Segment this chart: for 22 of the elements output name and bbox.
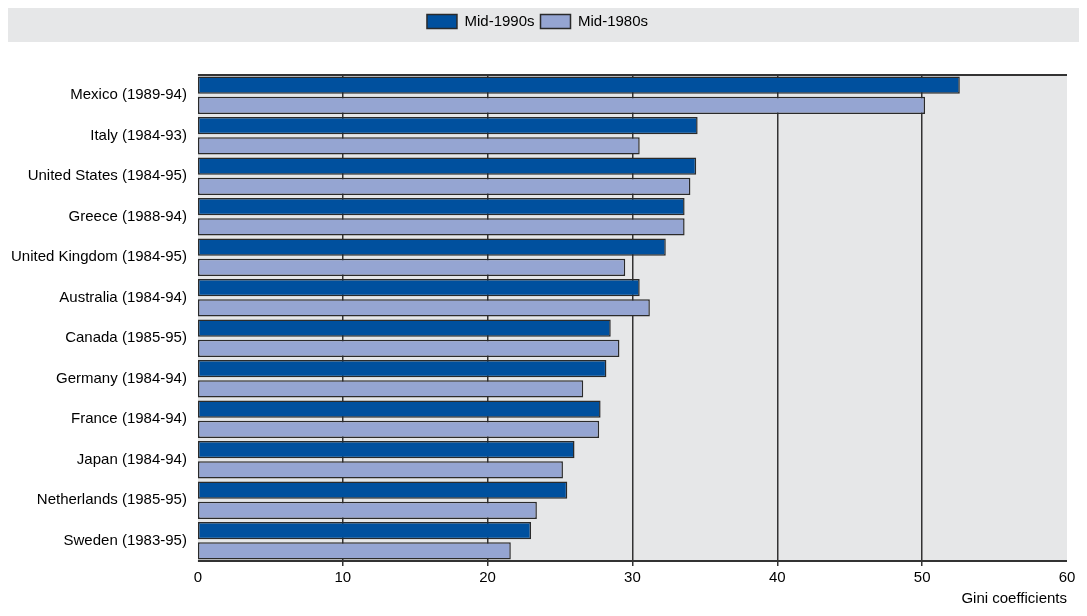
x-tick-label: 20 <box>479 568 496 586</box>
x-tick-label: 30 <box>624 568 641 586</box>
y-tick-label: Australia (1984-94) <box>59 287 187 305</box>
y-tick-label: France (1984-94) <box>71 409 187 427</box>
legend-label: Mid-1980s <box>578 11 649 29</box>
x-tick-label: 40 <box>768 568 786 586</box>
x-tick-label: 60 <box>1058 568 1076 586</box>
y-tick-label: Sweden (1983-95) <box>63 530 187 548</box>
y-tick-label: Italy (1984-93) <box>90 125 187 143</box>
x-tick-label: 50 <box>913 568 931 586</box>
y-tick-label: Germany (1984-94) <box>56 368 187 386</box>
y-tick-label: Greece (1988-94) <box>68 206 187 224</box>
x-axis-title: Gini coefficients <box>961 589 1067 607</box>
y-tick-label: United Kingdom (1984-95) <box>11 247 187 265</box>
y-tick-label: Mexico (1989-94) <box>70 85 187 103</box>
y-tick-label: Netherlands (1985-95) <box>36 490 187 508</box>
y-tick-label: United States (1984-95) <box>27 166 187 184</box>
y-tick-label: Canada (1985-95) <box>65 328 187 346</box>
x-tick-label: 10 <box>334 568 352 586</box>
y-tick-label: Japan (1984-94) <box>76 449 187 467</box>
legend-label: Mid-1990s <box>464 11 535 29</box>
x-tick-label: 0 <box>193 568 203 586</box>
